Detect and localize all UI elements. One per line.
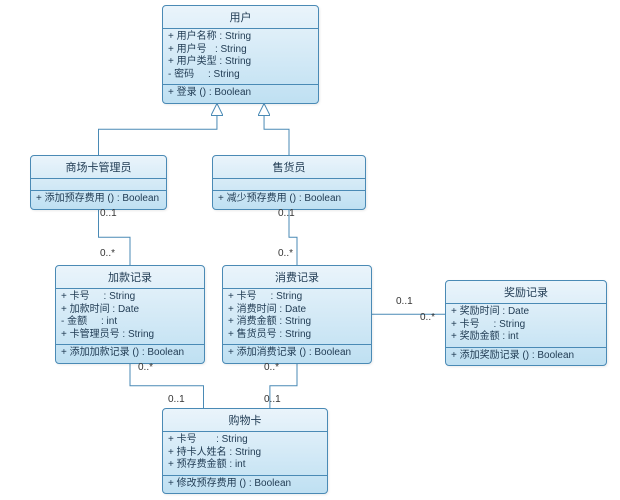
op-line: + 减少预存费用 () : Boolean [218, 193, 360, 206]
op-line: + 添加消费记录 () : Boolean [228, 347, 366, 360]
multiplicity-label: 0..1 [264, 394, 281, 405]
attr-line: + 卡号 : String [61, 291, 199, 304]
attr-line: + 奖励金额 : int [451, 331, 601, 344]
class-user: 用户+ 用户名称 : String+ 用户号 : String+ 用户类型 : … [162, 5, 319, 104]
class-attrs [31, 179, 166, 191]
class-reward: 奖励记录+ 奖励时间 : Date+ 卡号 : String+ 奖励金额 : i… [445, 280, 607, 366]
attr-line: - 密码 : String [168, 69, 313, 82]
attr-line: + 卡号 : String [451, 319, 601, 332]
multiplicity-label: 0..1 [100, 208, 117, 219]
attr-line: + 消费金额 : String [228, 316, 366, 329]
class-consume: 消费记录+ 卡号 : String+ 消费时间 : Date+ 消费金额 : S… [222, 265, 372, 364]
class-title: 商场卡管理员 [31, 156, 166, 179]
class-title: 售货员 [213, 156, 365, 179]
class-attrs [213, 179, 365, 191]
class-clerk: 售货员 + 减少预存费用 () : Boolean [212, 155, 366, 210]
multiplicity-label: 0..* [264, 362, 279, 373]
multiplicity-label: 0..1 [278, 208, 295, 219]
class-attrs: + 卡号 : String+ 消费时间 : Date+ 消费金额 : Strin… [223, 289, 371, 345]
class-title: 消费记录 [223, 266, 371, 289]
class-attrs: + 卡号 : String+ 持卡人姓名 : String+ 预存费金额 : i… [163, 432, 327, 476]
multiplicity-label: 0..* [138, 362, 153, 373]
attr-line: + 卡号 : String [228, 291, 366, 304]
attr-line: + 奖励时间 : Date [451, 306, 601, 319]
class-card: 购物卡+ 卡号 : String+ 持卡人姓名 : String+ 预存费金额 … [162, 408, 328, 494]
class-recharge: 加款记录+ 卡号 : String+ 加款时间 : Date- 金额 : int… [55, 265, 205, 364]
multiplicity-label: 0..1 [396, 296, 413, 307]
attr-line: + 预存费金额 : int [168, 459, 322, 472]
class-ops: + 添加奖励记录 () : Boolean [446, 348, 606, 366]
class-admin: 商场卡管理员 + 添加预存费用 () : Boolean [30, 155, 167, 210]
attr-line: + 持卡人姓名 : String [168, 447, 322, 460]
attr-line: + 用户名称 : String [168, 31, 313, 44]
class-ops: + 减少预存费用 () : Boolean [213, 191, 365, 209]
class-attrs: + 卡号 : String+ 加款时间 : Date- 金额 : int+ 卡管… [56, 289, 204, 345]
class-ops: + 添加加款记录 () : Boolean [56, 345, 204, 363]
op-line: + 添加预存费用 () : Boolean [36, 193, 161, 206]
attr-line: + 售货员号 : String [228, 329, 366, 342]
multiplicity-label: 0..1 [168, 394, 185, 405]
attr-line: + 加款时间 : Date [61, 304, 199, 317]
class-ops: + 修改预存费用 () : Boolean [163, 476, 327, 494]
class-title: 奖励记录 [446, 281, 606, 304]
op-line: + 添加加款记录 () : Boolean [61, 347, 199, 360]
class-attrs: + 奖励时间 : Date+ 卡号 : String+ 奖励金额 : int [446, 304, 606, 348]
class-ops: + 添加预存费用 () : Boolean [31, 191, 166, 209]
class-title: 购物卡 [163, 409, 327, 432]
attr-line: + 用户号 : String [168, 44, 313, 57]
class-ops: + 添加消费记录 () : Boolean [223, 345, 371, 363]
op-line: + 添加奖励记录 () : Boolean [451, 350, 601, 363]
class-title: 加款记录 [56, 266, 204, 289]
attr-line: + 卡管理员号 : String [61, 329, 199, 342]
class-ops: + 登录 () : Boolean [163, 85, 318, 103]
op-line: + 修改预存费用 () : Boolean [168, 478, 322, 491]
attr-line: + 消费时间 : Date [228, 304, 366, 317]
attr-line: - 金额 : int [61, 316, 199, 329]
multiplicity-label: 0..* [100, 248, 115, 259]
attr-line: + 卡号 : String [168, 434, 322, 447]
class-title: 用户 [163, 6, 318, 29]
multiplicity-label: 0..* [278, 248, 293, 259]
attr-line: + 用户类型 : String [168, 56, 313, 69]
multiplicity-label: 0..* [420, 312, 435, 323]
class-attrs: + 用户名称 : String+ 用户号 : String+ 用户类型 : St… [163, 29, 318, 85]
op-line: + 登录 () : Boolean [168, 87, 313, 100]
